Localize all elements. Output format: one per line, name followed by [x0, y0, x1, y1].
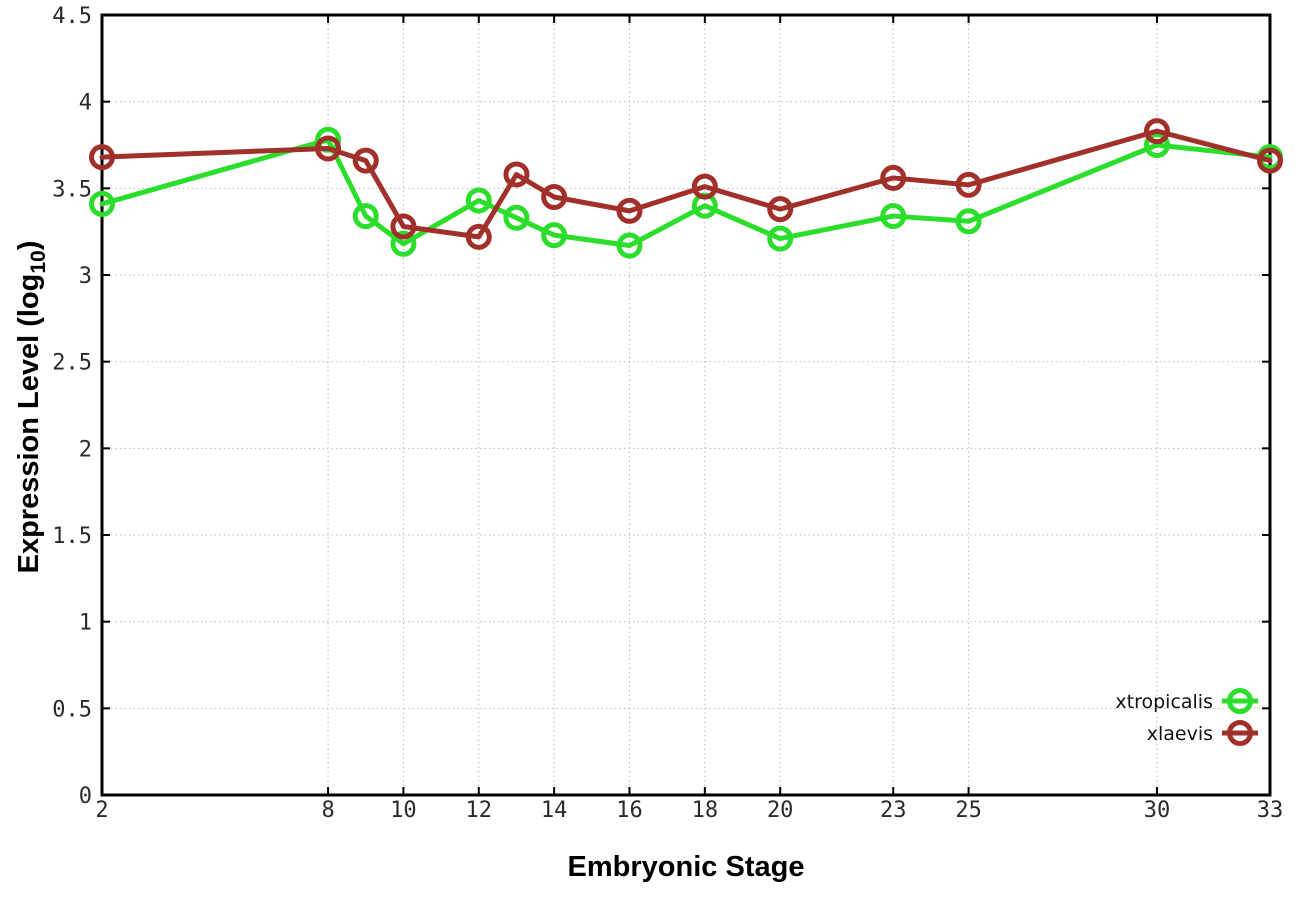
- x-tick-label: 30: [1144, 798, 1171, 823]
- y-tick-label: 2: [79, 437, 92, 462]
- data-point-xlaevis: [767, 196, 794, 223]
- data-point-xtropicalis: [465, 187, 492, 214]
- data-point-xtropicalis: [390, 230, 417, 257]
- data-series: [89, 118, 1283, 259]
- x-tick-label: 18: [692, 798, 719, 823]
- data-point-xtropicalis: [616, 232, 643, 259]
- data-point-xtropicalis: [767, 225, 794, 252]
- axis-tick-labels: 2 8 10 12 14 16 18 20 23 25 30 33 0 0.5 1 1.5 2 2.5 3 3.5 4 4…: [52, 4, 1283, 823]
- data-point-xtropicalis: [955, 208, 982, 235]
- data-point-xlaevis: [390, 213, 417, 240]
- legend-marker-samples: [1222, 688, 1258, 746]
- data-point-xlaevis: [1143, 118, 1170, 145]
- grid-lines: [102, 15, 1270, 795]
- data-point-xlaevis: [315, 135, 342, 162]
- series-xlaevis: [89, 118, 1283, 250]
- y-tick-label: 0.5: [52, 697, 92, 722]
- y-tick-label: 4.5: [52, 4, 92, 29]
- legend-marker-xlaevis: [1227, 720, 1253, 746]
- data-point-xlaevis: [352, 147, 379, 174]
- x-tick-label: 10: [390, 798, 417, 823]
- data-point-xlaevis: [691, 173, 718, 200]
- y-tick-label: 0: [79, 784, 92, 809]
- y-tick-label: 3: [79, 264, 92, 289]
- legend-label-xlaevis: xlaevis: [1147, 723, 1213, 745]
- data-point-xtropicalis: [541, 222, 568, 249]
- x-tick-label: 16: [616, 798, 643, 823]
- y-tick-label: 2.5: [52, 351, 92, 376]
- data-point-xtropicalis: [1143, 132, 1170, 158]
- y-tick-label: 4: [79, 91, 92, 116]
- plot-border: [100, 13, 1272, 797]
- x-tick-label: 33: [1257, 798, 1284, 823]
- x-tick-label: 2: [95, 798, 108, 823]
- x-tick-label: 23: [880, 798, 907, 823]
- data-point-xlaevis: [503, 161, 530, 188]
- data-point-xtropicalis: [89, 190, 115, 217]
- data-point-xtropicalis: [503, 204, 530, 231]
- axis-tick-marks: [101, 14, 1271, 796]
- y-axis-title: Expression Level (log10): [13, 241, 50, 574]
- x-tick-label: 20: [767, 798, 794, 823]
- series-line-xlaevis: [99, 128, 1273, 240]
- x-tick-label: 12: [466, 798, 493, 823]
- data-point-xlaevis: [880, 164, 907, 191]
- data-point-xlaevis: [616, 197, 643, 224]
- legend: xtropicalis xlaevis: [1115, 688, 1258, 746]
- data-point-xtropicalis: [880, 203, 907, 230]
- x-tick-label: 8: [321, 798, 334, 823]
- y-tick-label: 1: [79, 611, 92, 636]
- data-point-xlaevis: [541, 184, 568, 210]
- x-axis-title: Embryonic Stage: [568, 851, 805, 883]
- x-tick-label: 25: [955, 798, 982, 823]
- data-point-xlaevis: [1257, 147, 1283, 174]
- y-tick-label: 3.5: [52, 177, 92, 202]
- data-point-xlaevis: [89, 144, 115, 171]
- legend-label-xtropicalis: xtropicalis: [1115, 691, 1213, 713]
- x-tick-label: 14: [541, 798, 568, 823]
- data-point-xtropicalis: [352, 203, 379, 230]
- data-point-xlaevis: [465, 223, 492, 250]
- data-point-xlaevis: [955, 171, 982, 198]
- y-tick-label: 1.5: [52, 524, 92, 549]
- legend-marker-xtropicalis: [1227, 688, 1253, 714]
